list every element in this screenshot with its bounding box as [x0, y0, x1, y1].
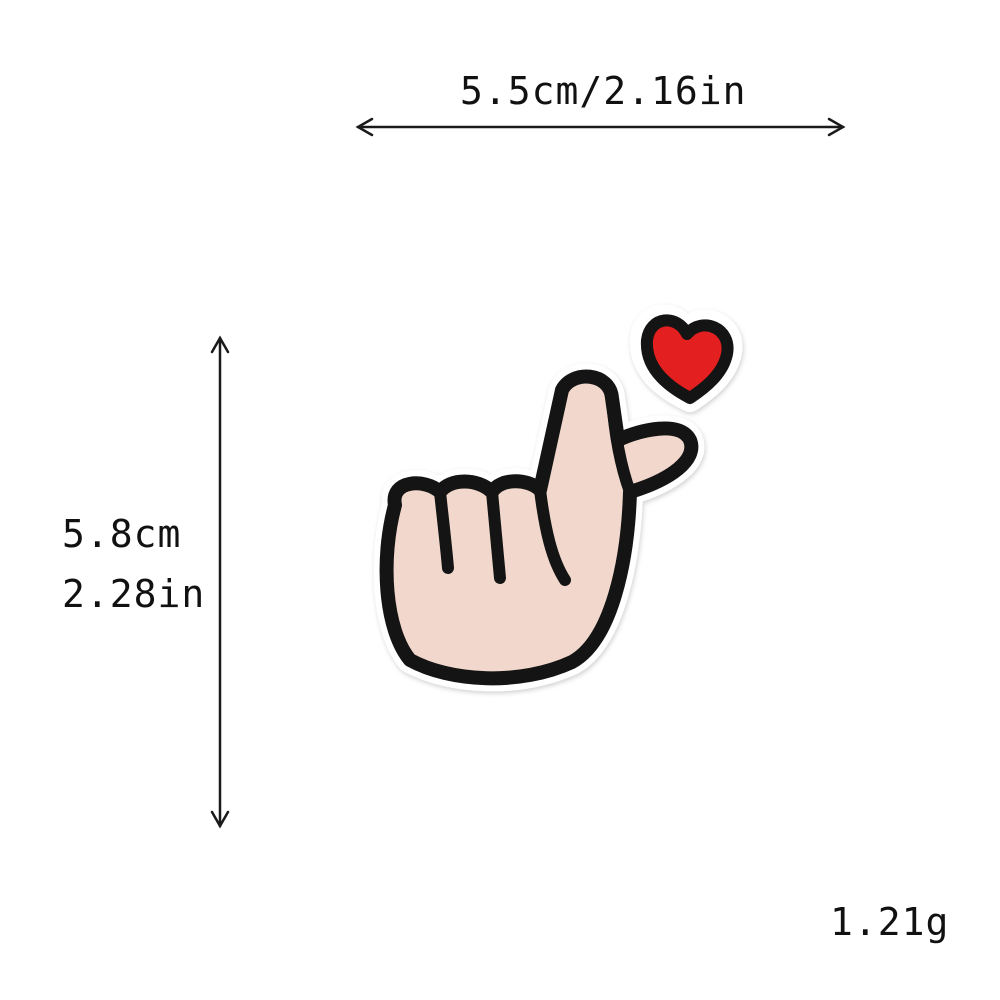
heart-icon [640, 314, 734, 404]
hand-illustration [379, 369, 699, 686]
width-dimension-label: 5.5cm/2.16in [460, 69, 747, 113]
height-arrow [210, 335, 230, 829]
height-dimension-cm-label: 5.8cm [62, 512, 182, 556]
height-dimension-in-label: 2.28in [62, 572, 206, 616]
width-arrow [355, 117, 846, 137]
finger-lines [434, 392, 636, 586]
weight-label: 1.21g [830, 900, 950, 944]
